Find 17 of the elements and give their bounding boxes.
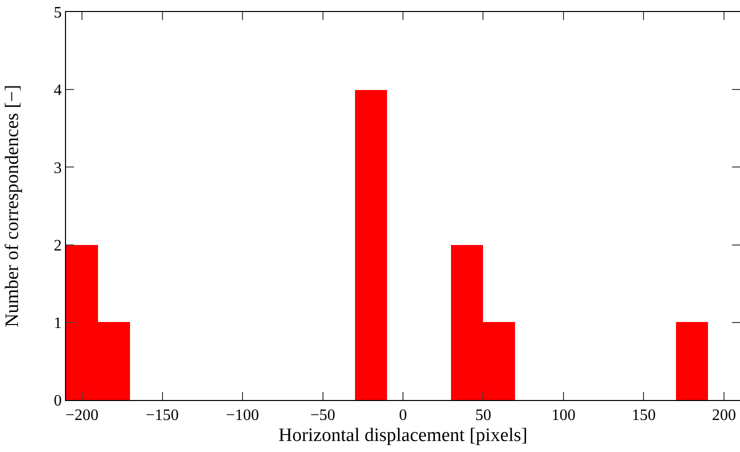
x-tick-label: −50: [310, 407, 336, 424]
y-axis-title: Number of correspondences [−]: [2, 84, 23, 328]
x-tick-label: −200: [66, 407, 99, 424]
y-tick-label: 0: [54, 392, 62, 410]
y-tick-label: 4: [54, 82, 62, 100]
y-tick-label: 2: [54, 237, 62, 254]
x-tick-label: 200: [712, 407, 736, 424]
x-tick-label: 100: [551, 407, 576, 424]
x-tick-label: 0: [399, 407, 407, 424]
y-tick-label: 1: [54, 315, 62, 332]
x-tick-label: −150: [146, 407, 179, 424]
x-tick-label: 150: [632, 407, 656, 424]
x-tick-label: −100: [226, 407, 260, 424]
x-tick-label: 50: [475, 407, 492, 424]
y-tick-label: 5: [54, 4, 62, 22]
y-tick-label: 3: [54, 160, 62, 177]
x-axis-title: Horizontal displacement [pixels]: [278, 425, 528, 446]
